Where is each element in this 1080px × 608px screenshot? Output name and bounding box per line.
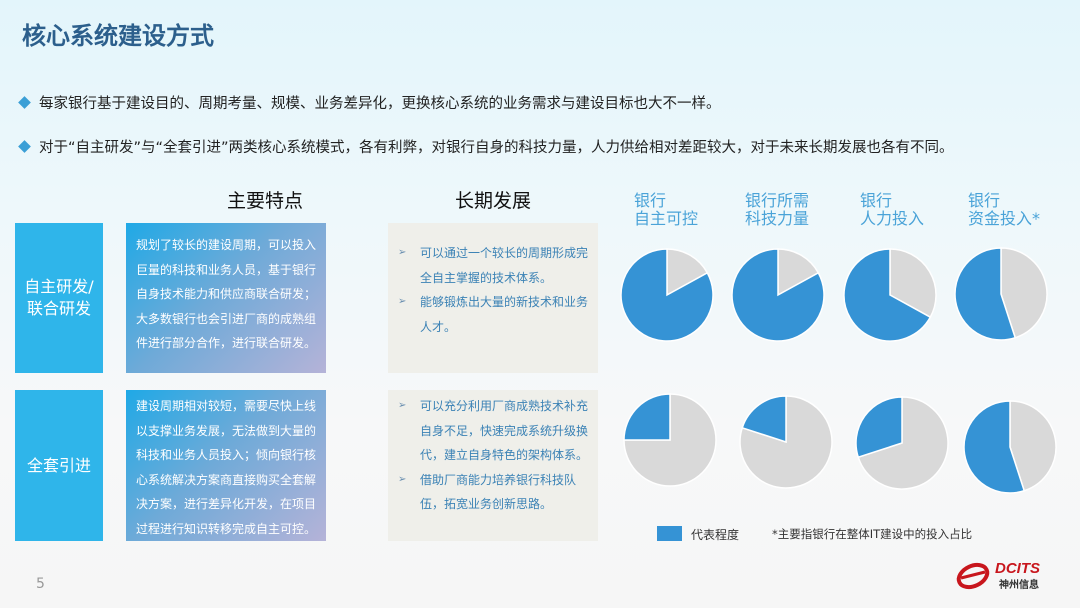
page-title: 核心系统建设方式 bbox=[22, 22, 214, 50]
svg-text:神州信息: 神州信息 bbox=[999, 578, 1039, 591]
column-header-long-term: 长期发展 bbox=[455, 190, 532, 212]
bullet-text: 对于“自主研发”与“全套引进”两类核心系统模式，各有利弊，对银行自身的科技力量，… bbox=[39, 140, 954, 156]
pie-slice-degree bbox=[963, 400, 1026, 494]
pie-slice-rest bbox=[1000, 247, 1048, 339]
footnote: *主要指银行在整体IT建设中的投入占比 bbox=[772, 527, 973, 541]
list-item-text: 借助厂商能力培养银行科技队伍，拓宽业务创新思路。 bbox=[420, 472, 577, 512]
list-item: ➢ 可以通过一个较长的周期形成完全自主掌握的技术体系。 bbox=[398, 241, 588, 290]
list-item-text: 能够锻炼出大量的新技术和业务人才。 bbox=[420, 295, 589, 334]
legend-label: 代表程度 bbox=[691, 528, 740, 542]
pie-slice-degree bbox=[855, 396, 903, 459]
arrow-bullet-icon: ➢ bbox=[398, 247, 407, 258]
pie-slice-rest bbox=[666, 248, 709, 297]
pie-slice-degree bbox=[954, 247, 1017, 341]
pie-slice-rest bbox=[777, 248, 820, 297]
legend-swatch bbox=[657, 526, 682, 541]
row-long-term-full-import: ➢ 可以充分利用厂商成熟技术补充自身不足，快速完成系统升级换代，建立自身特色的架构… bbox=[388, 390, 598, 541]
pie-slice-degree bbox=[731, 248, 825, 342]
pie-slice-rest bbox=[857, 396, 949, 490]
logo-icon: DCITS 神州信息 bbox=[956, 560, 1040, 591]
dcits-logo: DCITS 神州信息 bbox=[955, 556, 1065, 592]
pie-title-manpower: 银行 人力投入 bbox=[860, 191, 925, 228]
list-item: ➢ 借助厂商能力培养银行科技队伍，拓宽业务创新思路。 bbox=[398, 468, 588, 517]
row-features-full-import: 建设周期相对较短，需要尽快上线以支撑业务发展，无法做到大量的科技和业务人员投入；… bbox=[126, 390, 326, 541]
arrow-bullet-icon: ➢ bbox=[398, 473, 407, 485]
bullet-text: 每家银行基于建设目的、周期考量、规模、业务差异化，更换核心系统的业务需求与建设目… bbox=[39, 96, 721, 112]
page-number: 5 bbox=[36, 576, 45, 592]
pie-title-tech-power: 银行所需 科技力量 bbox=[745, 191, 810, 228]
column-header-features: 主要特点 bbox=[227, 190, 304, 212]
svg-text:DCITS: DCITS bbox=[995, 560, 1040, 577]
pie-title-funding: 银行 资金投入* bbox=[968, 191, 1041, 228]
row-label-full-import: 全套引进 bbox=[15, 390, 103, 541]
bullet-1: 每家银行基于建设目的、周期考量、规模、业务差异化，更换核心系统的业务需求与建设目… bbox=[18, 92, 721, 113]
pie-slice-degree bbox=[843, 248, 932, 342]
pie-slice-rest bbox=[1009, 400, 1057, 492]
pie-slice-degree bbox=[620, 248, 714, 342]
row-long-term-self-dev: ➢ 可以通过一个较长的周期形成完全自主掌握的技术体系。 ➢ 能够锻炼出大量的新技术和… bbox=[388, 223, 598, 373]
list-item-text: 可以通过一个较长的周期形成完全自主掌握的技术体系。 bbox=[420, 246, 589, 285]
list-item-text: 可以充分利用厂商成熟技术补充自身不足，快速完成系统升级换代，建立自身特色的架构体… bbox=[420, 399, 589, 462]
bullet-2: 对于“自主研发”与“全套引进”两类核心系统模式，各有利弊，对银行自身的科技力量，… bbox=[18, 136, 954, 157]
pie-slice-degree bbox=[741, 395, 787, 444]
arrow-bullet-icon: ➢ bbox=[398, 296, 407, 307]
arrow-bullet-icon: ➢ bbox=[398, 400, 407, 411]
row-features-self-dev: 规划了较长的建设周期，可以投入巨量的科技和业务人员，基于银行自身技术能力和供应商… bbox=[126, 223, 326, 373]
pie-slice-degree bbox=[623, 393, 671, 441]
row-label-self-dev: 自主研发/联合研发 bbox=[15, 223, 103, 373]
pie-slice-rest bbox=[889, 248, 937, 319]
list-item: ➢ 能够锻炼出大量的新技术和业务人才。 bbox=[398, 290, 588, 339]
pie-title-autonomy: 银行 自主可控 bbox=[634, 191, 699, 228]
list-item: ➢ 可以充分利用厂商成熟技术补充自身不足，快速完成系统升级换代，建立自身特色的架构… bbox=[398, 394, 588, 468]
